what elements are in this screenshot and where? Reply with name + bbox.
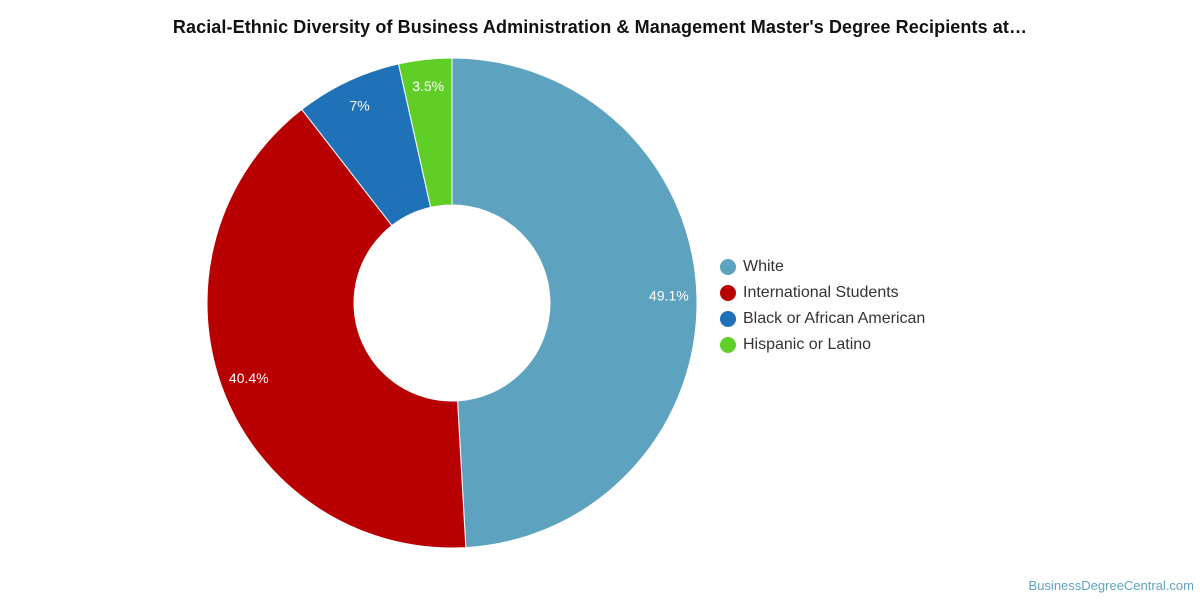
legend-item-1[interactable]: International Students xyxy=(720,280,925,306)
legend-swatch xyxy=(720,259,736,275)
legend-label: White xyxy=(743,258,784,275)
legend-label: Black or African American xyxy=(743,310,926,327)
legend-swatch xyxy=(720,337,736,353)
legend-label: International Students xyxy=(743,284,899,301)
slice-value-label-1: 40.4% xyxy=(229,370,269,386)
slice-value-label-2: 7% xyxy=(349,97,369,113)
source-credit-link[interactable]: BusinessDegreeCentral.com xyxy=(1028,578,1194,593)
chart-title: Racial-Ethnic Diversity of Business Admi… xyxy=(172,17,1028,37)
slice-value-label-3: 3.5% xyxy=(412,78,444,94)
legend-swatch xyxy=(720,311,736,327)
legend-item-2[interactable]: Black or African American xyxy=(720,306,925,332)
slice-labels: 49.1% 40.4% 7% 3.5% xyxy=(229,78,689,386)
legend-item-3[interactable]: Hispanic or Latino xyxy=(720,332,925,358)
legend-swatch xyxy=(720,285,736,301)
chart-legend: White International Students Black or Afri… xyxy=(720,254,925,358)
donut-slice-0[interactable] xyxy=(451,57,698,549)
slice-value-label-0: 49.1% xyxy=(649,288,689,304)
legend-label: Hispanic or Latino xyxy=(743,336,872,353)
donut-slice-3[interactable] xyxy=(397,57,453,208)
legend-item-0[interactable]: White xyxy=(720,254,925,280)
donut-slice-1[interactable] xyxy=(206,108,467,549)
donut-slices xyxy=(206,57,698,549)
